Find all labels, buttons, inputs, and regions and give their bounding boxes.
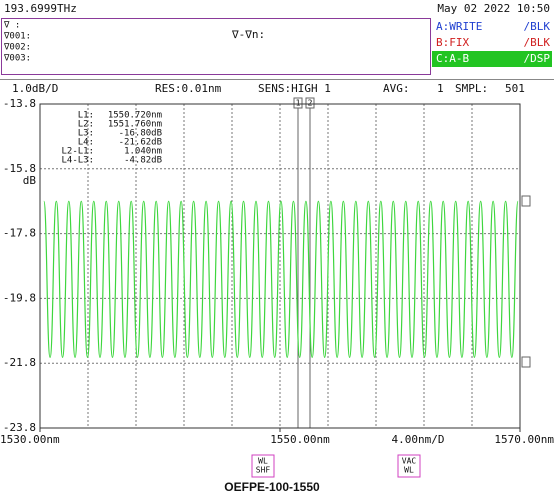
trace-label: ∇001: [3, 32, 31, 42]
marker-value: -21.62dB [119, 138, 162, 148]
y-tick-label: -17.8 [3, 227, 36, 240]
y-tick-label: -21.8 [3, 356, 36, 369]
trace-mode: /BLK [524, 20, 551, 33]
datetime: May 02 2022 10:50 [437, 2, 550, 15]
y-tick-label: -19.8 [3, 291, 36, 304]
trace-line [43, 200, 519, 358]
softkey[interactable] [251, 454, 275, 478]
marker-key: L3: [78, 129, 94, 139]
marker-value: -16.80dB [119, 129, 162, 139]
y-tick-label: -13.8 [3, 97, 36, 110]
marker-name: 1 [296, 99, 301, 108]
setting: 501 [505, 82, 525, 95]
trace-name: C:A-B [436, 52, 469, 65]
trace-mode: /DSP [524, 52, 551, 65]
setting: 1.0dB/D [12, 82, 58, 95]
softkey-label: SHF [256, 466, 271, 475]
marker-name: 2 [308, 99, 313, 108]
marker-key: L2-L1: [61, 147, 94, 157]
trace-panel [1, 18, 431, 75]
setting: 1 [437, 82, 444, 95]
x-tick-label: 1530.00nm [0, 433, 60, 446]
marker-value: -4.82dB [124, 156, 162, 166]
trace-mode: /BLK [524, 36, 551, 49]
frequency: 193.6999THz [4, 2, 77, 15]
softkey[interactable] [397, 454, 421, 478]
plot-frame [39, 103, 521, 429]
trace-label: ∇002: [3, 43, 31, 53]
delta-label: ∇-∇n: [231, 28, 265, 41]
x-tick-label: 1570.00nm [494, 433, 554, 446]
softkey-label: WL [258, 457, 268, 466]
marker-value: 1551.760nm [108, 120, 162, 130]
scale-flag [521, 195, 531, 207]
x-scale: 4.00nm/D [392, 433, 445, 446]
marker-value: 1.040nm [124, 147, 162, 157]
y-unit: dB [23, 174, 37, 187]
y-tick-label: -15.8 [3, 162, 36, 175]
setting: SENS:HIGH 1 [258, 82, 331, 95]
trace-highlight [432, 51, 552, 67]
marker-key: L1: [78, 111, 94, 121]
marker-key: L2: [78, 120, 94, 130]
marker-value: 1550.720nm [108, 111, 162, 121]
setting: AVG: [383, 82, 410, 95]
setting: RES:0.01nm [155, 82, 222, 95]
softkey-label: WL [404, 466, 414, 475]
setting: SMPL: [455, 82, 488, 95]
marker-flag [305, 97, 315, 109]
marker-key: L4-L3: [61, 156, 94, 166]
softkey-label: VAC [402, 457, 417, 466]
marker-key: L4: [78, 138, 94, 148]
x-tick-label: 1550.00nm [270, 433, 330, 446]
trace-label: ∇003: [3, 54, 31, 64]
y-tick-label: -23.8 [3, 421, 36, 434]
marker-flag [293, 97, 303, 109]
caption: OEFPE-100-1550 [224, 480, 320, 494]
scale-flag [521, 356, 531, 368]
trace-name: B:FIX [436, 36, 469, 49]
trace-label: ∇ : [3, 21, 20, 31]
trace-name: A:WRITE [436, 20, 482, 33]
